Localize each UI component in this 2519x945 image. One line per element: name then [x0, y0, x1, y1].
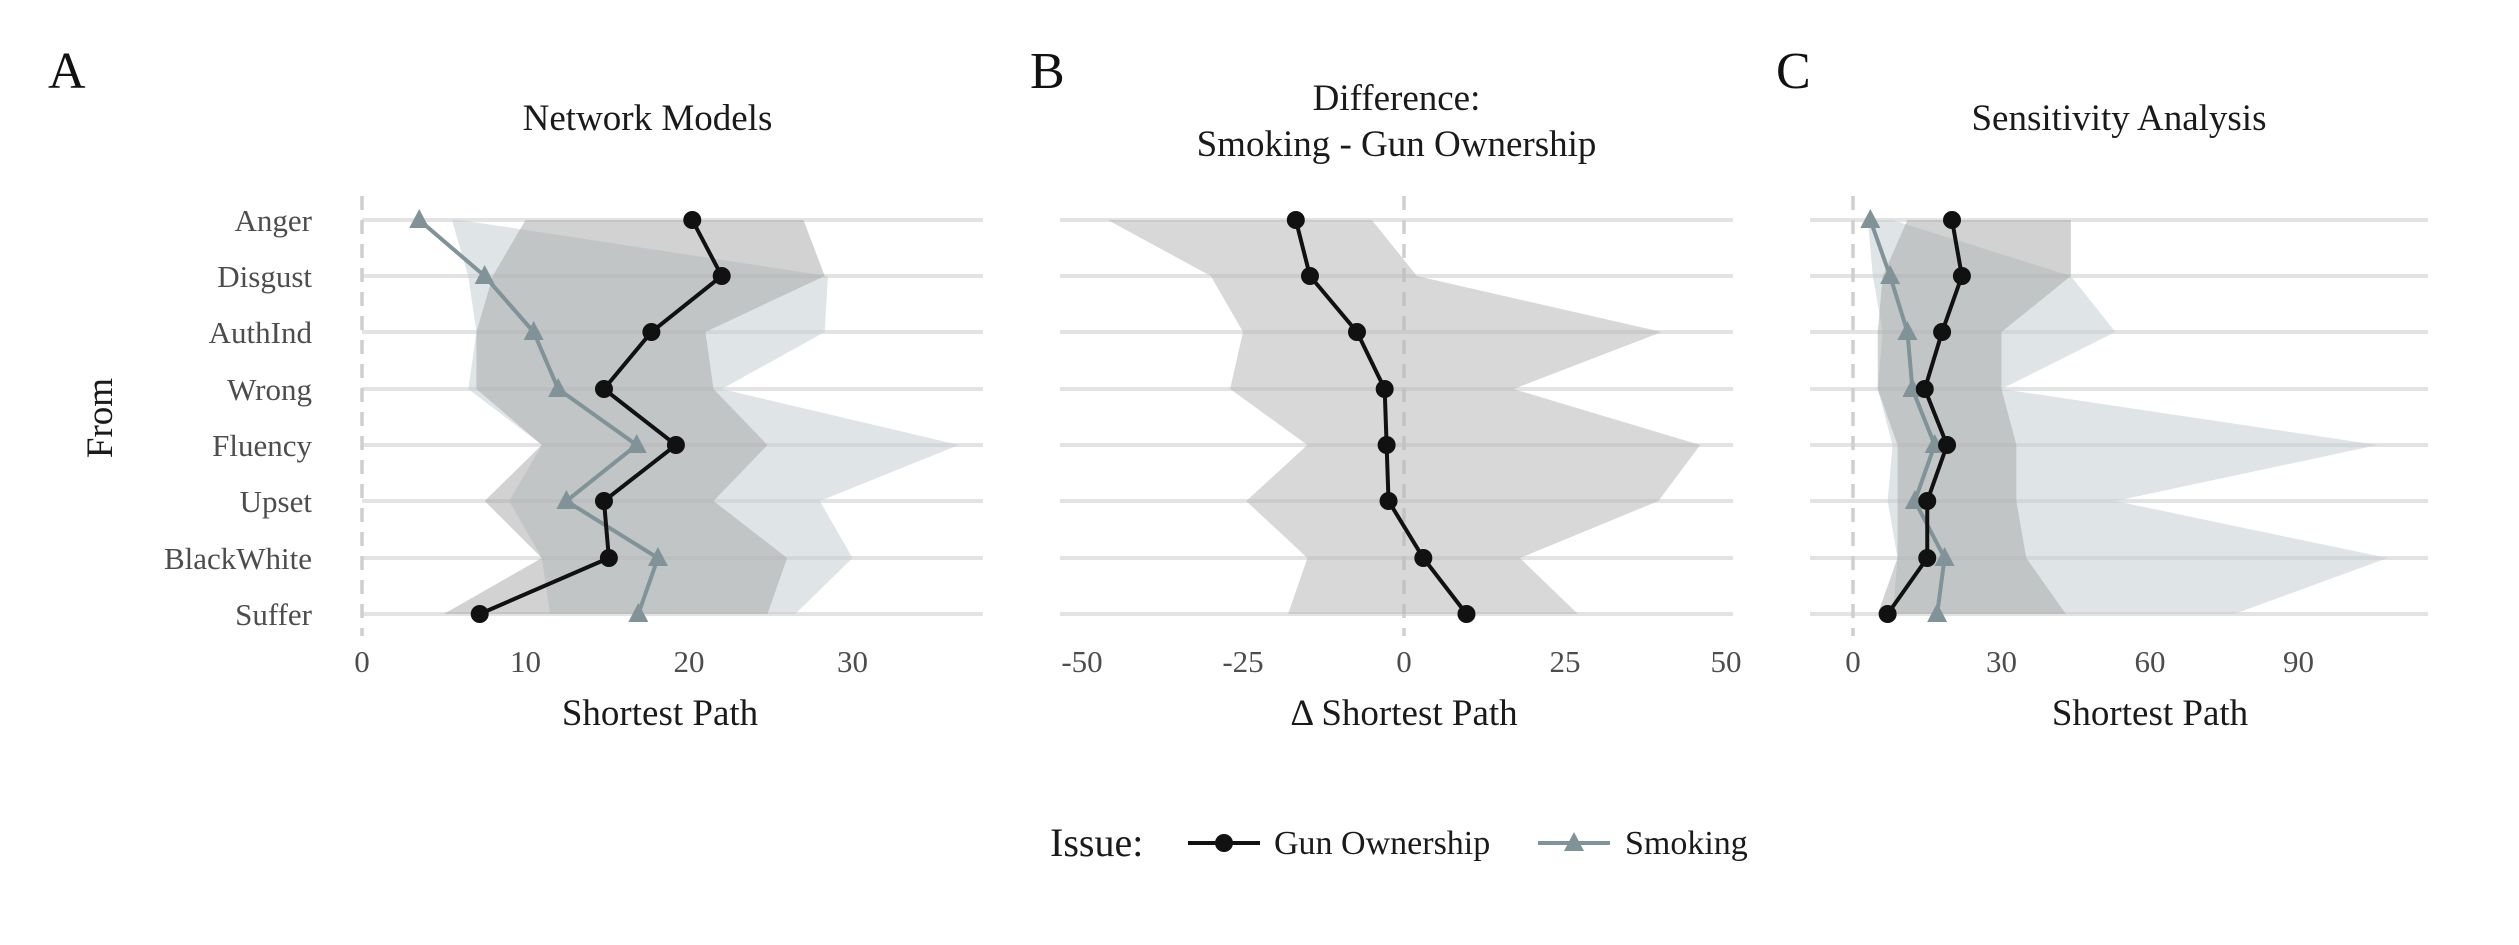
data-point — [712, 267, 731, 285]
x-tick-label: 0 — [1845, 644, 1861, 679]
panel-letter: B — [1030, 43, 1065, 100]
data-point — [1934, 547, 1955, 566]
data-point — [1897, 321, 1918, 340]
category-label: Disgust — [217, 259, 312, 294]
x-axis-title: Shortest Path — [562, 693, 759, 734]
data-point — [628, 603, 649, 622]
data-point — [1927, 603, 1948, 622]
data-point — [594, 492, 613, 510]
data-point — [1300, 267, 1319, 285]
x-tick-label: 0 — [354, 644, 370, 679]
panel-title: Sensitivity Analysis — [1971, 98, 2266, 139]
panel-title: Network Models — [523, 98, 773, 139]
x-tick-label: 20 — [674, 644, 705, 679]
x-tick-label: 10 — [510, 644, 541, 679]
data-point — [556, 490, 577, 509]
data-point — [1347, 323, 1366, 341]
x-axis-title: Δ Shortest Path — [1290, 693, 1518, 734]
data-point — [1943, 211, 1961, 229]
data-point — [1379, 492, 1398, 510]
x-tick-label: 30 — [837, 644, 868, 679]
data-point — [1918, 492, 1937, 510]
x-tick-label: 90 — [2283, 644, 2314, 679]
category-label: BlackWhite — [164, 541, 312, 576]
panel-b: B Difference: Smoking - Gun Ownership -50 -2… — [1030, 43, 1742, 734]
x-tick-label: 0 — [1396, 644, 1412, 679]
category-label: Fluency — [212, 428, 312, 463]
data-point — [1880, 265, 1901, 284]
x-tick-label: -50 — [1061, 644, 1102, 679]
data-point — [594, 380, 613, 398]
ci-band — [1107, 220, 1701, 614]
x-tick-label: 30 — [1986, 644, 2017, 679]
panel-a: A Network Models Anger Disgust AuthInd Wrong F… — [48, 43, 983, 734]
data-point — [683, 211, 702, 229]
panel-letter: C — [1776, 43, 1811, 100]
data-point — [1878, 605, 1897, 623]
series-line — [417, 218, 661, 615]
data-point — [1915, 380, 1934, 398]
data-point — [1918, 549, 1937, 567]
legend-gun-marker — [1215, 834, 1233, 852]
panel-c: C Sensitivity Analysis 0 30 60 90 Shortest Pat… — [1776, 43, 2428, 734]
panel-title: Difference: — [1313, 78, 1481, 119]
category-label: Suffer — [235, 597, 313, 632]
data-point — [409, 209, 430, 228]
data-point — [1375, 380, 1394, 398]
data-point — [1952, 267, 1971, 285]
legend-gun-label: Gun Ownership — [1274, 825, 1490, 862]
data-point — [548, 378, 569, 397]
legend: Issue: Gun Ownership Smoking — [1050, 820, 1748, 865]
x-axis-title: Shortest Path — [2052, 693, 2249, 734]
ci-band — [443, 220, 825, 614]
category-label: Wrong — [227, 372, 312, 407]
legend-smoking-marker — [1564, 832, 1584, 851]
data-point — [1457, 605, 1476, 623]
x-tick-label: 25 — [1550, 644, 1581, 679]
data-point — [474, 265, 495, 284]
data-point — [470, 605, 489, 623]
series-line — [478, 219, 725, 616]
category-label: Upset — [240, 484, 313, 519]
legend-smoking-label: Smoking — [1625, 825, 1748, 862]
series-line — [1868, 219, 1947, 615]
x-tick-label: 60 — [2135, 644, 2166, 679]
series-line — [1293, 219, 1469, 616]
x-tick-label: -25 — [1222, 644, 1263, 679]
data-point — [642, 323, 661, 341]
data-point — [1414, 549, 1433, 567]
data-point — [599, 549, 618, 567]
panel-title: Smoking - Gun Ownership — [1197, 124, 1597, 165]
category-label: Anger — [235, 203, 313, 238]
y-axis-title: From — [80, 378, 121, 458]
x-tick-label: 50 — [1711, 644, 1742, 679]
category-label: AuthInd — [209, 315, 313, 350]
series-line — [1886, 219, 1964, 616]
panel-letter: A — [48, 43, 86, 100]
data-point — [647, 547, 668, 566]
legend-title: Issue: — [1050, 820, 1143, 865]
data-point — [523, 321, 544, 340]
data-point — [1938, 436, 1957, 454]
data-point — [1286, 211, 1305, 229]
data-point — [1860, 209, 1881, 228]
data-point — [666, 436, 685, 454]
data-point — [1933, 323, 1952, 341]
data-point — [626, 434, 647, 453]
data-point — [1377, 436, 1396, 454]
